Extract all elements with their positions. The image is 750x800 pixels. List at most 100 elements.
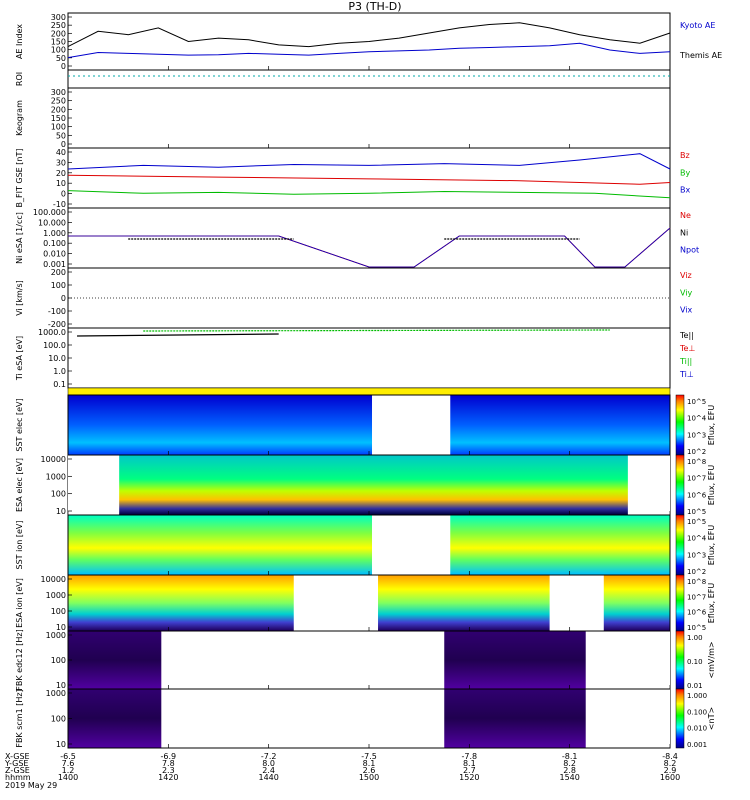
ephem-z-value: 2.6 [363, 766, 376, 775]
kyoto-ae-line [67, 22, 671, 48]
esa-ion-colorbar-tick: 10^8 [687, 578, 706, 586]
esa-elec-tick-label: 1000 [46, 472, 66, 481]
esa-elec-colorbar-label: Eflux, EFU [707, 465, 716, 506]
sst-elec-data-gap [372, 395, 451, 455]
sst-ion-colorbar-tick: 10^2 [687, 568, 706, 576]
fbk-scm1-colorbar-label: <nT> [707, 707, 716, 730]
roi-ylabel: ROI [15, 72, 24, 86]
themis-ae-line [67, 42, 671, 59]
esa-ion-tick-label: 10 [56, 623, 66, 632]
fbk-edc12-tick-label: 100 [51, 656, 66, 665]
legend-themis-ae: Themis AE [679, 51, 722, 60]
ae-tick-label: 50 [56, 54, 66, 63]
keogram-ylabel: Keogram [15, 100, 24, 136]
x-tick-label: 1540 [559, 773, 579, 782]
keogram-tick-label: 200 [51, 105, 66, 114]
ephem-label-z: Z-GSE [5, 766, 30, 775]
fbk-edc12-tick-label: 10 [56, 681, 66, 690]
npot-line [68, 227, 671, 268]
fbk-edc12-data-gap [585, 631, 670, 689]
x-tick-label: 1440 [258, 773, 278, 782]
sst-elec-colorbar-tick: 10^2 [687, 448, 706, 456]
sst-elec-colorbar-tick: 10^5 [687, 398, 706, 406]
fbk-edc12-colorbar-tick: 0.01 [687, 682, 703, 690]
esa-ion-tick-label: 100 [51, 607, 66, 616]
ni-tick-label: 0.100 [43, 239, 66, 248]
bfit-line-bx [67, 153, 671, 170]
vi-legend: Viz [680, 271, 692, 280]
esa-elec-data-gap [68, 455, 120, 515]
ti-tick-label: 10.0 [48, 354, 66, 363]
ae-tick-label: 200 [51, 29, 66, 38]
ni-tick-label: 0.001 [43, 260, 66, 269]
keogram-panel [67, 87, 671, 149]
sst-ion-colorbar-tick: 10^5 [687, 518, 706, 526]
ae-tick-label: 150 [51, 38, 66, 47]
fbk-scm1-colorbar [675, 688, 685, 749]
vi-legend: Vix [680, 306, 693, 315]
fbk-edc12-colorbar-tick: 0.10 [687, 658, 703, 666]
fbk-edc12-ylabel: FBK edc12 [Hz] [15, 629, 24, 690]
ephem-label-y: Y-GSE [4, 759, 28, 768]
ae-tick-label: 250 [51, 21, 66, 30]
date-label: 2019 May 29 [5, 781, 57, 790]
ephem-x-value: -6.9 [161, 752, 177, 761]
sst-ion-ylabel: SST ion [eV] [15, 521, 24, 570]
vi-tick-label: 200 [51, 268, 66, 277]
ni-legend: Ni [680, 228, 688, 237]
esa-ion-colorbar-tick: 10^5 [687, 624, 706, 632]
roi-panel [67, 69, 671, 89]
keogram-tick-label: 150 [51, 114, 66, 123]
plot-title: P3 (TH-D) [348, 0, 401, 13]
fbk-scm1-colorbar-tick: 0.001 [687, 741, 707, 749]
ephem-y-value: 7.8 [162, 759, 175, 768]
bfit-legend: By [680, 168, 690, 177]
ephem-label-x: X-GSE [5, 752, 30, 761]
vi-legend: Viy [680, 288, 693, 297]
legend-kyoto-ae: Kyoto AE [680, 21, 715, 30]
esa-elec-colorbar-tick: 10^8 [687, 458, 706, 466]
x-tick-label: 1600 [660, 773, 680, 782]
bfit-legend: Bz [680, 151, 690, 160]
vi-ylabel: Vi [km/s] [15, 280, 24, 316]
ti-tick-label: 0.1 [53, 380, 66, 389]
ti-legend: Te⊥ [679, 344, 695, 353]
esa-ion-ylabel: ESA ion [eV] [15, 578, 24, 628]
ti-tick-label: 1000.0 [38, 328, 66, 337]
ti-tick-label: 100.0 [43, 341, 66, 350]
sst-elec-colorbar [675, 394, 685, 456]
ti-legend: Ti|| [679, 357, 692, 366]
ephemeris-labels: X-GSE Y-GSE Z-GSE hhmm 2019 May 29 [4, 752, 57, 790]
sst-elec-colorbar-tick: 10^3 [687, 431, 706, 439]
ephem-x-value: -7.8 [462, 752, 478, 761]
sst-elec-colorbar-tick: 10^4 [687, 415, 707, 423]
bfit-line-by [67, 190, 671, 199]
ephem-label-hhmm: hhmm [5, 773, 31, 782]
sst-ion-colorbar-label: Eflux, EFU [707, 525, 716, 566]
ephem-y-value: 8.2 [563, 759, 576, 768]
sst-ion-colorbar-tick: 10^4 [687, 535, 707, 543]
esa-elec-colorbar-tick: 10^5 [687, 508, 706, 516]
bfit-legend: Bx [680, 186, 690, 195]
ti-legend: Ti⊥ [679, 370, 694, 379]
ephem-y-value: 8.1 [363, 759, 376, 768]
esa-elec-tick-label: 10000 [41, 455, 66, 464]
ti-par-line [143, 329, 610, 332]
esa-ion-data-gap [549, 575, 604, 631]
ni-tick-label: 1.000 [43, 229, 66, 238]
sst-elec-ylabel: SST elec [eV] [15, 398, 24, 451]
ni-legend: Ne [680, 211, 691, 220]
bfit-tick-label: -10 [53, 200, 66, 209]
ne-line [68, 227, 671, 268]
keogram-tick-label: 0 [61, 140, 66, 149]
vi-tick-label: -200 [48, 320, 66, 329]
ephem-z-value: 2.9 [664, 766, 677, 775]
bfit-panel [67, 147, 671, 209]
keogram-tick-label: 300 [51, 88, 66, 97]
ae-tick-label: 100 [51, 46, 66, 55]
esa-elec-colorbar-tick: 10^6 [687, 491, 707, 499]
esa-elec-data-gap [627, 455, 670, 515]
quality-strip [67, 387, 671, 396]
fbk-edc12-data-gap [161, 631, 445, 689]
